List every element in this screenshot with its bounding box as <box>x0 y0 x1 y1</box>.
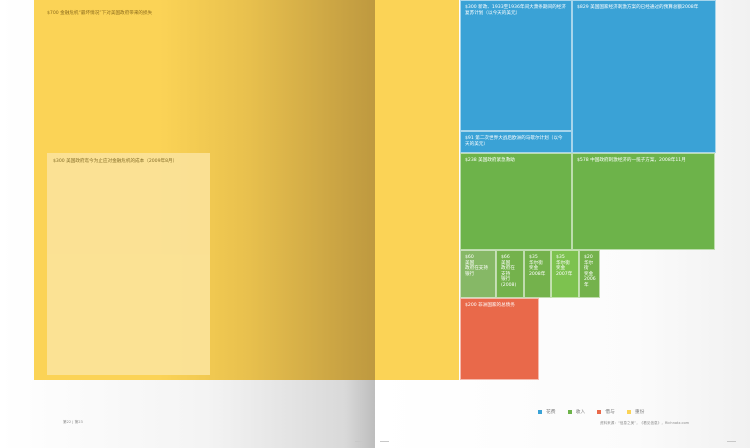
legend-swatch-cost <box>538 409 542 414</box>
treemap-label-c3: $91 第二次世界大战后欧洲的马歇尔计划（以今天的美元） <box>465 136 563 147</box>
page-number: 第22 | 第23 <box>63 420 83 424</box>
page-mark-corner <box>727 441 736 442</box>
legend-item-overlap: 重份 <box>626 408 645 415</box>
treemap-label-s4: $35 华尔街 奖金 2007年 <box>556 255 573 277</box>
treemap-tile-s1: $60 美国 政府在支持 银行 <box>460 250 496 298</box>
treemap-label-inner: $300 美国政府迄今为止应对金融危机的成本（2009年8月） <box>53 159 178 164</box>
treemap-tile-i2: $578 中国政府刺激经济的一揽子方案，2008年11月 <box>572 153 715 250</box>
legend-item-cost: 花费 <box>538 408 556 415</box>
treemap-tile-inner: $300 美国政府迄今为止应对金融危机的成本（2009年8月） <box>47 153 210 375</box>
legend-swatch-loan <box>597 409 602 414</box>
treemap-label-l1: $200 非洲国家的总债务 <box>465 303 515 308</box>
treemap-label-s2: $66 美国 政府在支持 银行 (2008) <box>501 255 517 288</box>
treemap-label-c2: $829 美国国家经济刺激方案的已经通过的预算总额2008年 <box>577 5 699 10</box>
treemap-tile-c3: $91 第二次世界大战后欧洲的马歇尔计划（以今天的美元） <box>460 131 572 153</box>
chart-legend: 花费 收入 借与 重份 <box>538 408 644 415</box>
source-note: 资料来源：“信息之美”，《看见信息》，Richnotz.com <box>600 421 690 425</box>
treemap-label-i2: $578 中国政府刺激经济的一揽子方案，2008年11月 <box>577 158 686 163</box>
treemap-label-s3: $35 华尔街 奖金 2008年 <box>529 255 546 277</box>
treemap-tile-l1: $200 非洲国家的总债务 <box>460 298 539 380</box>
page-mark-right <box>380 441 389 442</box>
treemap-label-i1: $238 美国政府紧急救助 <box>465 158 515 163</box>
legend-item-income: 收入 <box>567 408 586 415</box>
treemap-label-s1: $60 美国 政府在支持 银行 <box>465 255 488 277</box>
legend-swatch-overlap <box>626 409 631 414</box>
treemap-tile-s4: $35 华尔街 奖金 2007年 <box>551 250 579 298</box>
legend-swatch-income <box>567 409 572 414</box>
legend-item-loan: 借与 <box>597 408 615 415</box>
legend-label-cost: 花费 <box>546 410 556 415</box>
page-mark-left <box>355 441 364 442</box>
treemap-label-main: $700 金融危机“最坏情况”下对美国政府带来的损失 <box>47 11 153 16</box>
treemap-tile-c2: $829 美国国家经济刺激方案的已经通过的预算总额2008年 <box>572 0 716 153</box>
treemap-tile-i1: $238 美国政府紧急救助 <box>460 153 572 250</box>
treemap-label-s5: $20 华尔街 奖金 2006年 <box>584 255 596 288</box>
treemap-tile-s3: $35 华尔街 奖金 2008年 <box>524 250 551 298</box>
legend-label-income: 收入 <box>575 410 586 415</box>
treemap-tile-s2: $66 美国 政府在支持 银行 (2008) <box>496 250 524 298</box>
treemap-label-c1: $300 新政、1933至1936年间大萧条期间的经济复苏计划（以今天的美元） <box>465 5 566 16</box>
treemap-tile-s5: $20 华尔街 奖金 2006年 <box>579 250 600 298</box>
legend-label-overlap: 重份 <box>634 410 645 415</box>
legend-label-loan: 借与 <box>605 410 615 415</box>
treemap-tile-c1: $300 新政、1933至1936年间大萧条期间的经济复苏计划（以今天的美元） <box>460 0 572 131</box>
